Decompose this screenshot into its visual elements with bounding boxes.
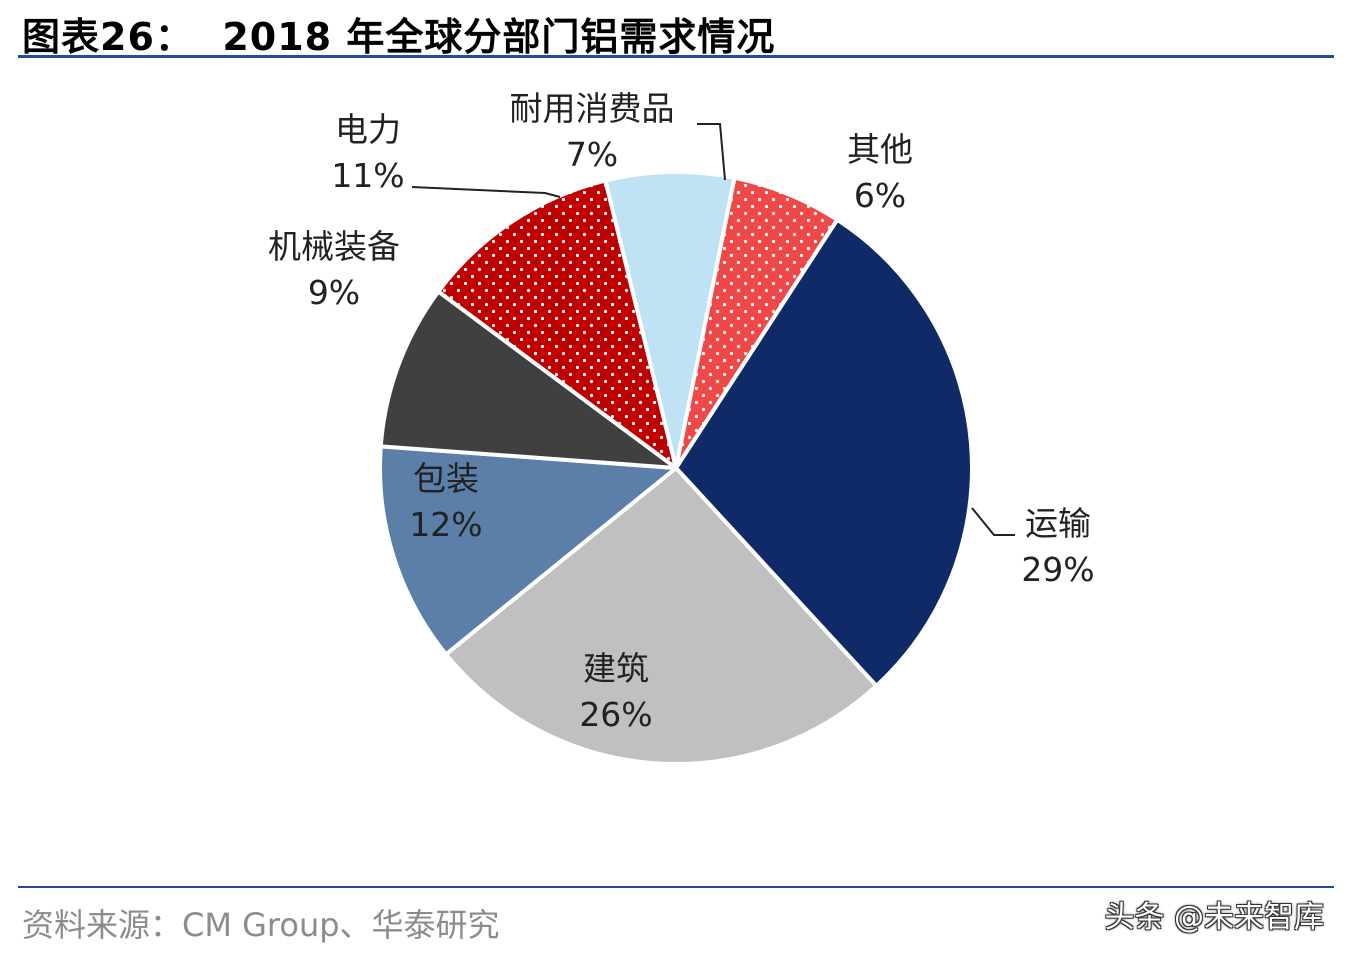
chart-title: 图表26： 2018 年全球分部门铝需求情况 [22, 15, 776, 59]
slice-label-machinery: 机械装备 [268, 227, 400, 266]
pie-slice-consumer-durables [603, 170, 737, 470]
source-note: 资料来源：CM Group、华泰研究 [22, 906, 500, 944]
slice-value-electrical: 11% [331, 156, 404, 195]
pie-chart: 运输 29% 建筑 26% 包装 12% 机械装备 9% 电力 11% 耐用消费品 7% 其他 6% [268, 89, 1095, 766]
leader-line-transport [971, 507, 1015, 536]
slice-value-construction: 26% [579, 695, 652, 734]
pie-slice-electrical [436, 178, 678, 470]
pie-slices [378, 170, 974, 766]
slice-labels: 运输 29% 建筑 26% 包装 12% 机械装备 9% 电力 11% 耐用消费品 7% 其他 6% [268, 89, 1095, 734]
leader-line-electrical [411, 186, 561, 198]
slice-value-transport: 29% [1021, 550, 1094, 589]
slice-label-electrical: 电力 [335, 110, 401, 149]
slice-label-other: 其他 [847, 130, 913, 169]
slice-label-packaging: 包装 [413, 459, 479, 498]
pie-slice-packaging [378, 444, 678, 657]
pie-slice-transport [674, 217, 974, 688]
slice-label-construction: 建筑 [583, 649, 649, 688]
footer-divider [18, 886, 1334, 888]
pie-slice-other [674, 175, 840, 470]
slice-value-consumer-durables: 7% [566, 135, 618, 174]
leader-lines [411, 123, 1015, 536]
pie-slice-construction [443, 466, 879, 766]
slice-value-packaging: 12% [409, 505, 482, 544]
watermark: 头条 @未来智库 [1104, 900, 1324, 935]
title-divider [18, 55, 1334, 58]
slice-value-machinery: 9% [308, 273, 360, 312]
slice-value-other: 6% [854, 176, 906, 215]
leader-line-consumer-durables [697, 123, 726, 181]
pie-slice-machinery [378, 289, 678, 470]
slice-label-consumer-durables: 耐用消费品 [510, 89, 675, 128]
slice-label-transport: 运输 [1025, 504, 1091, 543]
